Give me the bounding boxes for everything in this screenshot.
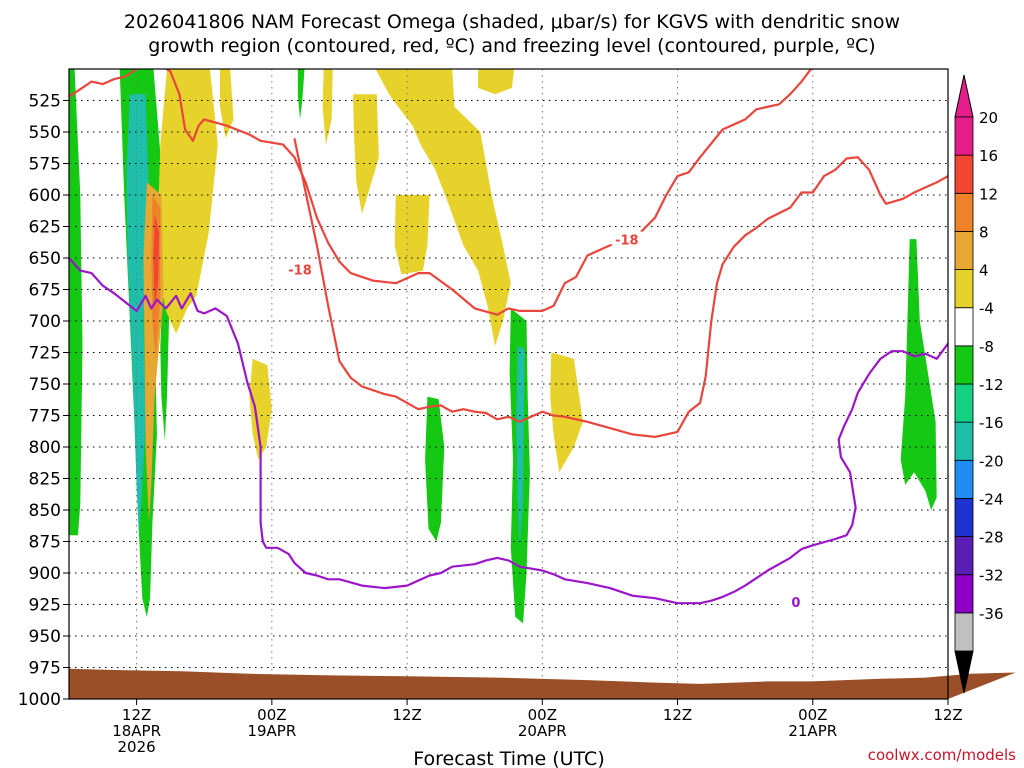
- chart-title-line2: growth region (contoured, red, ºC) and f…: [148, 35, 875, 57]
- x-tick-label-12-0: 00Z: [257, 706, 286, 724]
- x-tick-label-24-0: 12Z: [392, 706, 421, 724]
- colorbar-bin-11: [954, 192, 974, 232]
- y-tick-label-1000: 1000: [18, 690, 61, 710]
- omega-region-9: [297, 69, 305, 120]
- x-tick-label-0-0: 12Z: [122, 706, 151, 724]
- colorbar-label-13: -36: [979, 605, 1004, 623]
- omega-region-8: [220, 69, 234, 139]
- colorbar-bin-6: [954, 383, 974, 423]
- y-tick-label-775: 775: [29, 407, 61, 427]
- colorbar-bin-1: [954, 574, 974, 614]
- watermark: coolwx.com/models: [868, 746, 1016, 764]
- omega-region-7: [153, 213, 160, 309]
- y-axis-ticks: 525 550 575 600 625 650 675 700 725 750 775 800 825 8…: [18, 92, 69, 710]
- contour-line-1: [293, 138, 948, 438]
- y-tick-label-550: 550: [29, 123, 61, 143]
- y-tick-label-975: 975: [29, 659, 61, 679]
- colorbar-bin-3: [954, 498, 974, 537]
- omega-region-19: [550, 352, 583, 473]
- x-tick-label-36-1: 20APR: [518, 722, 567, 740]
- colorbar-label-6: -8: [979, 338, 994, 356]
- x-tick-label-60-1: 21APR: [788, 722, 837, 740]
- omega-region-2: [126, 94, 149, 536]
- omega-region-20: [900, 239, 937, 510]
- colorbar-label-12: -32: [979, 567, 1004, 585]
- colorbar-label-7: -12: [979, 376, 1004, 394]
- omega-region-14: [478, 69, 515, 95]
- colorbar-label-11: -28: [979, 529, 1004, 547]
- x-tick-label-0-1: 18APR: [112, 722, 161, 740]
- colorbar-label-10: -24: [979, 490, 1004, 508]
- colorbar-label-8: -16: [979, 414, 1004, 432]
- colorbar-label-9: -20: [979, 452, 1004, 470]
- contour-label-0: -18: [288, 264, 312, 279]
- colorbar-label-5: -4: [979, 300, 994, 318]
- y-tick-label-900: 900: [29, 564, 61, 584]
- omega-region-3: [160, 295, 170, 441]
- x-tick-label-0-2: 2026: [118, 738, 156, 756]
- colorbar-bin-9: [954, 269, 974, 309]
- y-tick-label-600: 600: [29, 186, 61, 206]
- y-tick-label-800: 800: [29, 438, 61, 458]
- contour-label-bg-1: [611, 231, 642, 247]
- y-tick-label-650: 650: [29, 249, 61, 269]
- colorbar-label-0: 20: [979, 109, 998, 127]
- y-tick-label-825: 825: [29, 470, 61, 490]
- contour-label-2: 0: [791, 596, 800, 611]
- y-tick-label-750: 750: [29, 375, 61, 395]
- y-tick-label-575: 575: [29, 155, 61, 175]
- omega-region-11: [375, 69, 511, 347]
- temperature-contours: -18 -18 0: [69, 69, 948, 611]
- colorbar-bin-13: [954, 116, 974, 156]
- plot-area: -18 -18 0 525 550 575 600 625 650 675 700 725 750 77…: [18, 68, 1018, 756]
- colorbar-bin-7: [954, 345, 974, 385]
- colorbar-bin-12: [954, 154, 974, 194]
- colorbar: 20 16 12 8 4 -4 -8 -12 -16 -20 -24 -28 -32 -36: [954, 74, 1004, 694]
- y-tick-label-725: 725: [29, 344, 61, 364]
- y-tick-label-875: 875: [29, 533, 61, 553]
- chart-title-line1: 2026041806 NAM Forecast Omega (shaded, μ…: [124, 11, 900, 33]
- y-tick-label-675: 675: [29, 281, 61, 301]
- colorbar-label-2: 12: [979, 185, 998, 203]
- x-axis-label: Forecast Time (UTC): [413, 748, 604, 768]
- omega-region-21: [998, 132, 1018, 296]
- y-tick-label-925: 925: [29, 596, 61, 616]
- omega-region-12: [353, 94, 379, 214]
- x-tick-label-48-0: 12Z: [663, 706, 692, 724]
- terrain-ground: [69, 668, 1016, 699]
- contour-label-bg-0: [285, 261, 316, 277]
- omega-region-13: [394, 195, 430, 275]
- y-tick-label-950: 950: [29, 627, 61, 647]
- omega-region-10: [322, 69, 333, 145]
- contour-label-1: -18: [615, 233, 639, 248]
- omega-region-0: [69, 69, 83, 536]
- colorbar-top-arrow: [954, 74, 974, 118]
- x-tick-label-36-0: 00Z: [528, 706, 557, 724]
- colorbar-label-1: 16: [979, 147, 998, 165]
- colorbar-bin-8: [954, 307, 974, 347]
- colorbar-label-4: 4: [979, 262, 989, 280]
- contour-label-bg-2: [780, 594, 811, 610]
- contour-line-0: [69, 69, 813, 316]
- omega-region-16: [425, 396, 445, 542]
- omega-region-15: [249, 358, 272, 460]
- colorbar-bin-2: [954, 536, 974, 576]
- omega-region-4: [158, 69, 218, 334]
- colorbar-bin-5: [954, 421, 974, 461]
- colorbar-label-3: 8: [979, 223, 989, 241]
- y-tick-label-850: 850: [29, 501, 61, 521]
- y-tick-label-700: 700: [29, 312, 61, 332]
- y-tick-label-525: 525: [29, 92, 61, 112]
- x-tick-label-12-1: 19APR: [247, 722, 296, 740]
- x-tick-label-60-0: 00Z: [798, 706, 827, 724]
- colorbar-bin-10: [954, 231, 974, 270]
- y-tick-label-625: 625: [29, 218, 61, 238]
- colorbar-bin-4: [954, 459, 974, 499]
- colorbar-bin-0: [954, 612, 974, 652]
- contour-line-2: [69, 257, 948, 605]
- x-tick-label-72-0: 12Z: [933, 706, 962, 724]
